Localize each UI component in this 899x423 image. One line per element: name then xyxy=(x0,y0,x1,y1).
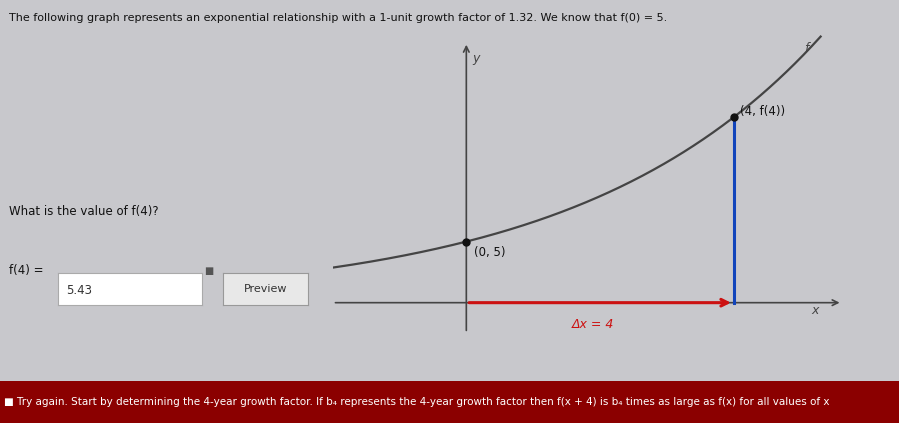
Text: y: y xyxy=(473,52,480,65)
Text: x: x xyxy=(812,304,819,316)
Text: Preview: Preview xyxy=(244,284,288,294)
Text: (4, f(4)): (4, f(4)) xyxy=(741,105,786,118)
Text: (0, 5): (0, 5) xyxy=(475,246,506,259)
Text: Δx = 4: Δx = 4 xyxy=(572,318,615,331)
Text: The following graph represents an exponential relationship with a 1-unit growth : The following graph represents an expone… xyxy=(9,13,667,23)
Text: ■: ■ xyxy=(204,266,213,276)
Text: f(4) =: f(4) = xyxy=(9,264,43,277)
Text: 5.43: 5.43 xyxy=(66,284,92,297)
Text: f: f xyxy=(804,42,808,55)
Text: ■ Try again. Start by determining the 4-year growth factor. If b₄ represents the: ■ Try again. Start by determining the 4-… xyxy=(4,397,829,407)
Text: What is the value of f(4)?: What is the value of f(4)? xyxy=(9,205,158,218)
